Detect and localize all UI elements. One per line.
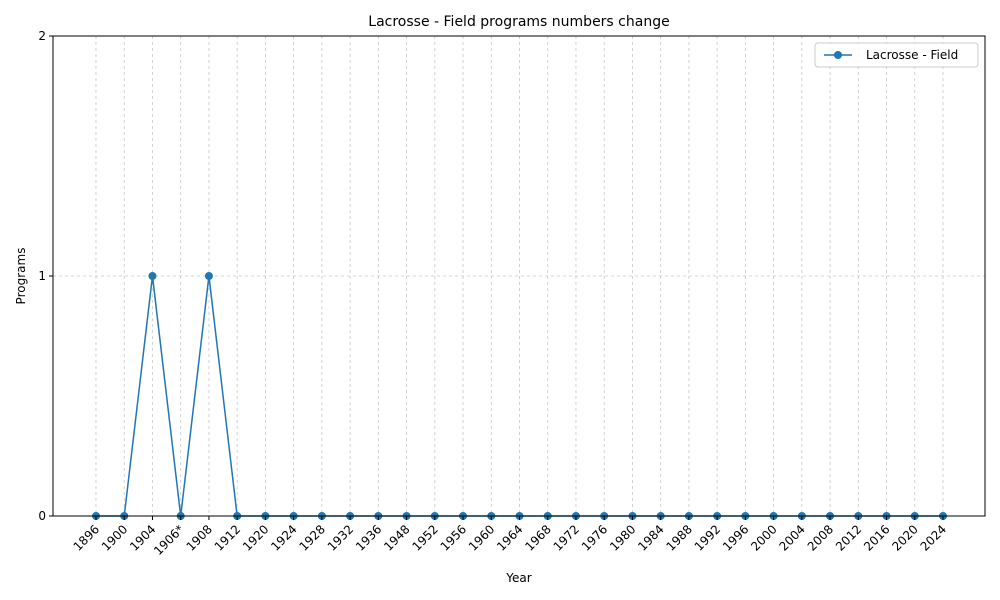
x-tick-label: 1896 bbox=[71, 522, 102, 553]
data-point bbox=[204, 272, 213, 280]
x-tick-label: 1908 bbox=[184, 522, 215, 553]
legend: Lacrosse - Field bbox=[814, 42, 979, 68]
x-tick-label: 2016 bbox=[861, 522, 892, 553]
y-tick-label: 0 bbox=[38, 509, 46, 523]
y-tick-label: 1 bbox=[38, 269, 46, 283]
x-tick-label: 1976 bbox=[579, 522, 610, 553]
x-tick-label: 1984 bbox=[635, 522, 666, 553]
x-tick-label: 1956 bbox=[438, 522, 469, 553]
x-axis-title: Year bbox=[505, 571, 531, 585]
legend-box bbox=[814, 42, 979, 68]
x-tick-label: 1920 bbox=[240, 522, 271, 553]
x-tick-label: 1906* bbox=[151, 522, 187, 558]
chart-title: Lacrosse - Field programs numbers change bbox=[368, 14, 669, 30]
x-tick-label: 2004 bbox=[776, 522, 807, 553]
x-tick-label: 1900 bbox=[99, 522, 130, 553]
x-tick-label: 1932 bbox=[325, 522, 356, 553]
y-axis-title: Programs bbox=[14, 248, 28, 305]
x-axis-ticks: 1896190019041906*19081912192019241928193… bbox=[71, 516, 949, 558]
x-tick-label: 2020 bbox=[889, 522, 920, 553]
x-tick-label: 2024 bbox=[918, 522, 949, 553]
data-point bbox=[148, 272, 157, 280]
legend-marker-swatch bbox=[834, 51, 842, 59]
legend-label: Lacrosse - Field bbox=[866, 48, 958, 62]
x-tick-label: 1968 bbox=[522, 522, 553, 553]
x-tick-label: 1972 bbox=[551, 522, 582, 553]
y-tick-label: 2 bbox=[38, 29, 46, 43]
x-tick-label: 2012 bbox=[833, 522, 864, 553]
x-tick-label: 1988 bbox=[664, 522, 695, 553]
x-tick-label: 1936 bbox=[353, 522, 384, 553]
x-tick-label: 1964 bbox=[494, 522, 525, 553]
x-tick-label: 1960 bbox=[466, 522, 497, 553]
x-tick-label: 1992 bbox=[692, 522, 723, 553]
y-axis-ticks: 0 1 2 bbox=[38, 29, 53, 523]
x-tick-label: 1912 bbox=[212, 522, 243, 553]
grid bbox=[53, 35, 985, 517]
x-tick-label: 1952 bbox=[409, 522, 440, 553]
x-tick-label: 2000 bbox=[748, 522, 779, 553]
x-tick-label: 1924 bbox=[268, 522, 299, 553]
x-tick-label: 1980 bbox=[607, 522, 638, 553]
x-tick-label: 1928 bbox=[296, 522, 327, 553]
x-tick-label: 1948 bbox=[381, 522, 412, 553]
x-tick-label: 2008 bbox=[805, 522, 836, 553]
x-tick-label: 1996 bbox=[720, 522, 751, 553]
